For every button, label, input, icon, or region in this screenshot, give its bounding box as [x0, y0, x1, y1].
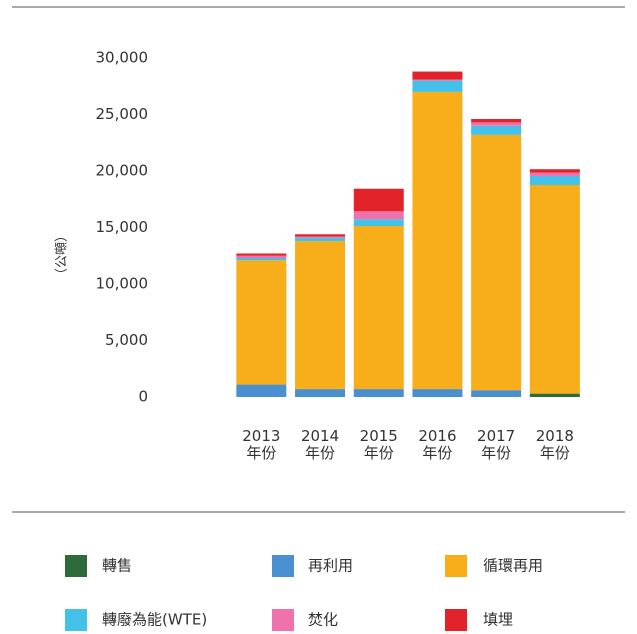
x-tick-label: 2014 年份	[300, 427, 340, 462]
legend-label: 再利用	[308, 557, 353, 575]
x-tick-label: 2015 年份	[359, 427, 398, 462]
legend-swatch	[65, 555, 87, 577]
bar-segment	[471, 119, 522, 123]
legend-label: 焚化	[308, 611, 338, 629]
bar-segment	[295, 236, 346, 238]
bar-segment	[471, 134, 522, 391]
bar-segment	[412, 79, 463, 81]
y-tick-label: 0	[138, 388, 148, 406]
y-tick-label: 20,000	[96, 162, 149, 180]
y-tick-label: 25,000	[96, 105, 149, 123]
bar-segment	[412, 71, 463, 80]
legend-swatch	[445, 609, 467, 631]
bar-segment	[295, 237, 346, 242]
bar-segment	[529, 169, 580, 173]
y-tick-label: 10,000	[96, 275, 149, 293]
y-tick-label: 5,000	[105, 331, 148, 349]
bar-segment	[295, 234, 346, 237]
x-tick-label: 2018 年份	[535, 427, 574, 462]
legend-label: 轉廢為能(WTE)	[102, 611, 207, 629]
bar-segment	[412, 91, 463, 390]
bar-segment	[353, 211, 404, 220]
bar-segment	[353, 226, 404, 390]
x-tick-label: 2017 年份	[477, 427, 516, 462]
bar-segment	[471, 390, 522, 397]
bar-segment	[295, 241, 346, 390]
legend-swatch	[272, 555, 294, 577]
bar-segment	[471, 122, 522, 126]
bar-segment	[236, 260, 287, 385]
bar-segment	[529, 172, 580, 176]
bar-segment	[412, 80, 463, 92]
bar-segment	[295, 389, 346, 397]
bar-segment	[353, 219, 404, 227]
bar-segment	[412, 389, 463, 397]
bar-segment	[236, 384, 287, 397]
x-tick-label: 2013 年份	[242, 427, 281, 462]
legend-swatch	[65, 609, 87, 631]
legend-label: 填埋	[483, 611, 513, 629]
x-tick-label: 2016 年份	[418, 427, 457, 462]
legend-label: 循環再用	[483, 557, 543, 575]
bar-segment	[529, 175, 580, 186]
bar-segment	[236, 253, 287, 256]
bar-segment	[529, 393, 580, 397]
bar-segment	[353, 389, 404, 397]
bar-segment	[236, 255, 287, 259]
legend-label: 轉售	[102, 557, 132, 575]
bar-segment	[529, 185, 580, 394]
y-tick-label: 30,000	[96, 49, 149, 67]
bar-segment	[236, 258, 287, 261]
legend-swatch	[445, 555, 467, 577]
y-tick-label: 15,000	[96, 218, 149, 236]
y-axis-label: （公噸）	[55, 229, 70, 281]
legend-swatch	[272, 609, 294, 631]
bar-segment	[471, 125, 522, 135]
bar-segment	[353, 188, 404, 212]
